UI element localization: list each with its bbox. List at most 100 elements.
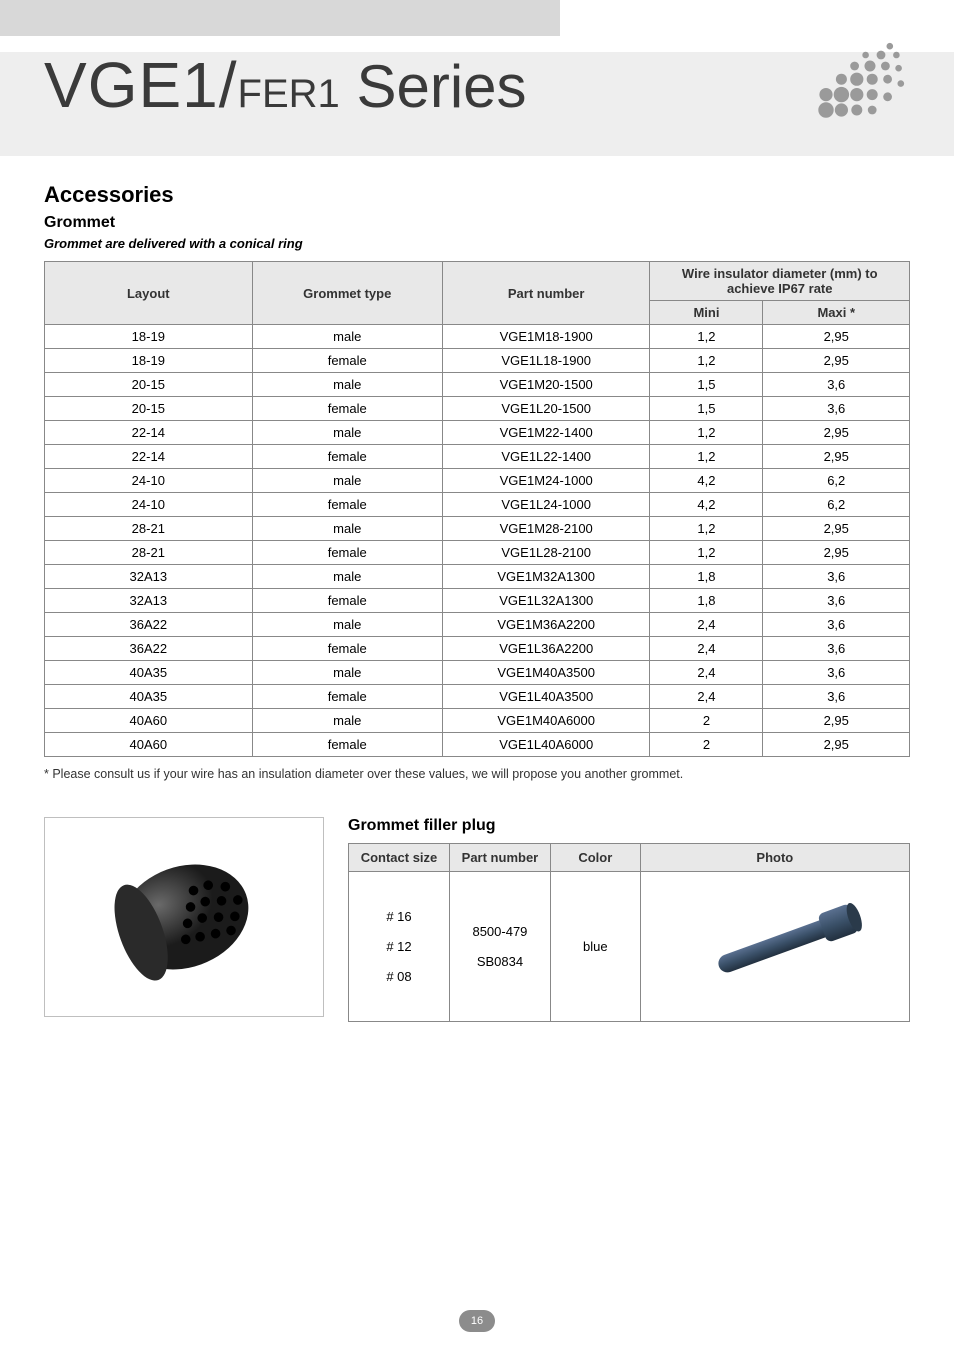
table-row: # 16 # 12 # 08 8500-479 SB0834 blue: [349, 872, 910, 1022]
cell-pn: VGE1M28-2100: [442, 517, 650, 541]
cell-layout: 18-19: [45, 349, 253, 373]
cell-maxi: 6,2: [763, 469, 910, 493]
filler-section: Grommet filler plug Contact size Part nu…: [348, 817, 910, 1022]
cell-maxi: 2,95: [763, 541, 910, 565]
cell-pn: VGE1M24-1000: [442, 469, 650, 493]
cell-maxi: 3,6: [763, 565, 910, 589]
table-row: 40A60femaleVGE1L40A600022,95: [45, 733, 910, 757]
filler-table: Contact size Part number Color Photo # 1…: [348, 843, 910, 1022]
table-row: 32A13femaleVGE1L32A13001,83,6: [45, 589, 910, 613]
cell-type: female: [252, 541, 442, 565]
cell-color: blue: [550, 872, 640, 1022]
table-row: 36A22femaleVGE1L36A22002,43,6: [45, 637, 910, 661]
cell-maxi: 3,6: [763, 685, 910, 709]
grommet-photo: [44, 817, 324, 1017]
cell-maxi: 3,6: [763, 373, 910, 397]
page-header: VGE1/FER1 Series: [0, 0, 954, 156]
cell-type: male: [252, 709, 442, 733]
cell-layout: 28-21: [45, 541, 253, 565]
cell-layout: 36A22: [45, 637, 253, 661]
cell-pn: VGE1L18-1900: [442, 349, 650, 373]
cell-photo: [640, 872, 909, 1022]
title-series: Series: [340, 53, 527, 120]
col-maxi: Maxi *: [817, 305, 855, 320]
cell-type: male: [252, 469, 442, 493]
cell-mini: 2,4: [650, 661, 763, 685]
cell-maxi: 2,95: [763, 349, 910, 373]
cell-type: female: [252, 733, 442, 757]
cell-type: male: [252, 325, 442, 349]
table-row: 40A60maleVGE1M40A600022,95: [45, 709, 910, 733]
table-row: 20-15maleVGE1M20-15001,53,6: [45, 373, 910, 397]
cell-mini: 2,4: [650, 613, 763, 637]
cell-maxi: 2,95: [763, 733, 910, 757]
table-row: 28-21femaleVGE1L28-21001,22,95: [45, 541, 910, 565]
table-row: 24-10maleVGE1M24-10004,26,2: [45, 469, 910, 493]
filler-heading: Grommet filler plug: [348, 817, 910, 835]
page-number-badge: 16: [459, 1310, 495, 1332]
table-row: 40A35maleVGE1M40A35002,43,6: [45, 661, 910, 685]
cell-type: female: [252, 445, 442, 469]
cell-pn: VGE1L32A1300: [442, 589, 650, 613]
cell-layout: 22-14: [45, 421, 253, 445]
cell-layout: 18-19: [45, 325, 253, 349]
page-content: Accessories Grommet Grommet are delivere…: [0, 156, 954, 1022]
section-heading: Accessories: [44, 182, 910, 208]
page-number: 16: [471, 1315, 483, 1327]
cell-mini: 4,2: [650, 493, 763, 517]
grommet-table: Layout Grommet type Part number Wire ins…: [44, 261, 910, 757]
header-accent-top: [0, 0, 560, 36]
cell-type: female: [252, 685, 442, 709]
table-row: 32A13maleVGE1M32A13001,83,6: [45, 565, 910, 589]
grommet-illustration-icon: [64, 832, 304, 1002]
cell-mini: 1,5: [650, 397, 763, 421]
cell-type: female: [252, 349, 442, 373]
col-type: Grommet type: [303, 286, 391, 301]
cell-mini: 1,2: [650, 445, 763, 469]
cell-layout: 20-15: [45, 397, 253, 421]
cell-layout: 32A13: [45, 565, 253, 589]
col-pn: Part number: [508, 286, 585, 301]
cell-layout: 24-10: [45, 469, 253, 493]
cell-type: male: [252, 613, 442, 637]
cell-layout: 32A13: [45, 589, 253, 613]
cell-type: male: [252, 421, 442, 445]
cell-maxi: 6,2: [763, 493, 910, 517]
cell-mini: 1,2: [650, 541, 763, 565]
cell-mini: 1,5: [650, 373, 763, 397]
cell-layout: 22-14: [45, 445, 253, 469]
cell-layout: 40A35: [45, 661, 253, 685]
cell-pn: VGE1M40A6000: [442, 709, 650, 733]
cell-mini: 1,2: [650, 421, 763, 445]
cell-pn: VGE1M36A2200: [442, 613, 650, 637]
cell-mini: 4,2: [650, 469, 763, 493]
cell-layout: 36A22: [45, 613, 253, 637]
cell-pn: VGE1M40A3500: [442, 661, 650, 685]
cell-maxi: 3,6: [763, 613, 910, 637]
cell-maxi: 3,6: [763, 637, 910, 661]
cell-maxi: 2,95: [763, 325, 910, 349]
cell-mini: 2,4: [650, 637, 763, 661]
cell-type: female: [252, 397, 442, 421]
cell-type: female: [252, 493, 442, 517]
cell-layout: 28-21: [45, 517, 253, 541]
cell-mini: 1,8: [650, 565, 763, 589]
cell-layout: 40A60: [45, 709, 253, 733]
cell-type: female: [252, 589, 442, 613]
cell-mini: 1,2: [650, 517, 763, 541]
cell-type: female: [252, 637, 442, 661]
table-row: 22-14maleVGE1M22-14001,22,95: [45, 421, 910, 445]
cell-type: male: [252, 565, 442, 589]
col-photo: Photo: [756, 850, 793, 865]
cell-filler-pn: 8500-479 SB0834: [449, 872, 550, 1022]
col-filler-pn: Part number: [462, 850, 539, 865]
cell-maxi: 2,95: [763, 421, 910, 445]
cell-maxi: 3,6: [763, 661, 910, 685]
cell-mini: 1,2: [650, 325, 763, 349]
table-row: 20-15femaleVGE1L20-15001,53,6: [45, 397, 910, 421]
cell-maxi: 3,6: [763, 589, 910, 613]
col-contact-size: Contact size: [361, 850, 438, 865]
cell-pn: VGE1L28-2100: [442, 541, 650, 565]
cell-mini: 2: [650, 733, 763, 757]
grommet-footnote: * Please consult us if your wire has an …: [44, 767, 910, 781]
